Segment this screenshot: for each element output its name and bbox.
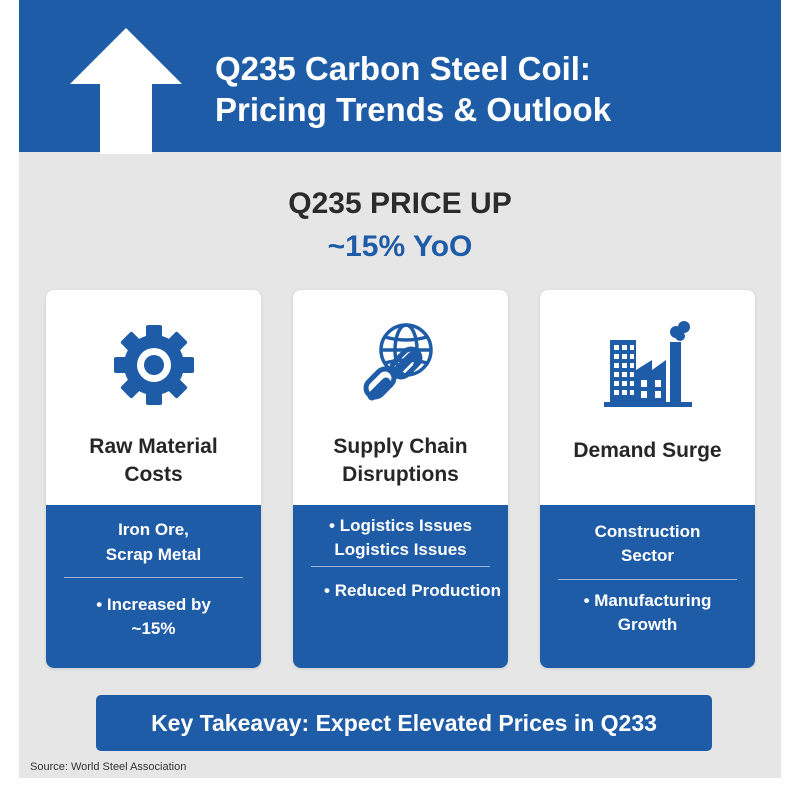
bullet-item: • Increased by — [96, 595, 211, 614]
bullet-item-cont: ~15% — [131, 619, 176, 638]
card-top: Supply Chain Disruptions — [293, 290, 508, 505]
card-title: Demand Surge — [573, 439, 722, 462]
card-supply-chain-disruptions: Supply Chain Disruptions • Logistics Iss… — [293, 290, 508, 668]
divider — [64, 577, 243, 578]
source-note: Source: World Steel Association — [30, 761, 187, 773]
subheadline: ~15% YoO — [327, 230, 473, 263]
bullet-item-cont: Growth — [617, 615, 678, 634]
card-top: Raw Material Costs — [46, 290, 261, 505]
card-details: Iron Ore, Scrap Metal • Increased by ~15… — [46, 505, 261, 668]
card-details: • Logistics Issues Logistics Issues • Re… — [293, 505, 508, 668]
card-demand-surge: Demand Surge Construction Sector • Manuf… — [540, 290, 755, 668]
detail-line: Iron Ore, — [118, 520, 189, 539]
card-title: Raw Material Costs — [89, 435, 218, 486]
bullet-item: • Reduced Production — [324, 581, 501, 600]
detail-line: Sector — [621, 546, 674, 565]
page-title: Q235 Carbon Steel Coil: Pricing Trends &… — [215, 48, 775, 130]
key-takeaway-banner: Key Takeavay: Expect Elevated Prices in … — [96, 695, 712, 751]
card-top: Demand Surge — [540, 290, 755, 505]
detail-line: Construction — [594, 522, 701, 541]
divider — [558, 579, 737, 580]
divider — [311, 566, 490, 567]
gear-icon — [113, 325, 194, 405]
headline: Q235 PRICE UP — [288, 187, 512, 220]
bullet-item: • Manufacturing — [583, 591, 712, 610]
card-details: Construction Sector • Manufacturing Grow… — [540, 505, 755, 668]
up-arrow-icon — [70, 28, 182, 154]
card-raw-material-costs: Raw Material Costs Iron Ore, Scrap Metal… — [46, 290, 261, 668]
title-line-2: Pricing Trends & Outlook — [215, 91, 612, 128]
card-title: Supply Chain Disruptions — [333, 435, 468, 486]
detail-line: Scrap Metal — [105, 545, 202, 564]
factory-icon — [603, 321, 692, 407]
bullet-item: • Logistics Issues — [329, 516, 472, 535]
title-line-1: Q235 Carbon Steel Coil: — [215, 50, 591, 87]
globe-chain-link-icon — [363, 323, 433, 401]
bullet-item-cont: Logistics Issues — [334, 540, 467, 559]
